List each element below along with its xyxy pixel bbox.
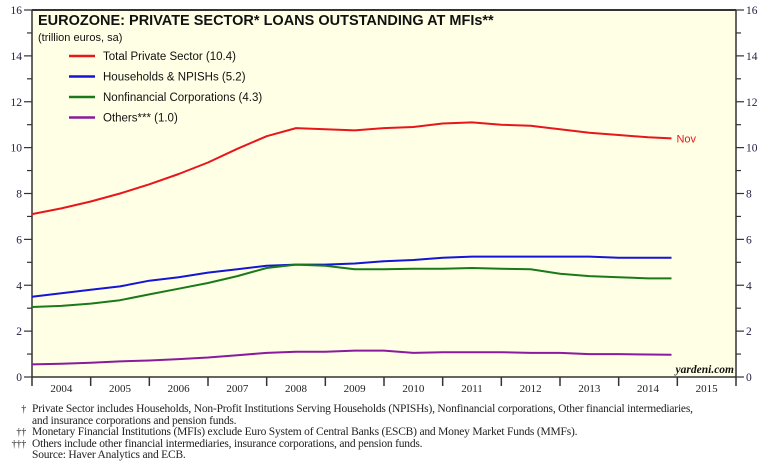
footnote-mark: ††† [11,438,27,450]
y-tick-label-left: 14 [11,51,23,63]
y-tick-label-left: 2 [16,326,22,338]
line-chart: 0 0 2 2 4 4 6 6 8 8 10 10 12 12 14 14 16 16 2004 2005 2006 20… [11,5,758,395]
footnote-mark: † [21,404,26,415]
x-tick-label: 2012 [520,383,542,395]
footnote: and insurance corporations and pension f… [0,414,770,428]
footnote-text: Monetary Financial Institutions (MFIs) e… [32,426,578,438]
y-tick-label-right: 2 [746,326,752,338]
series-line-3 [31,349,672,366]
x-tick-label: 2010 [402,383,425,395]
x-tick-label: 2011 [461,383,483,395]
x-tick-label: 2004 [50,383,73,395]
y-tick-label-right: 10 [746,143,758,155]
x-tick-label: 2006 [168,383,191,395]
x-tick-label: 2005 [109,383,132,395]
footnote: Source: Haver Analytics and ECB. [0,449,770,462]
y-tick-label-right: 14 [746,51,758,63]
y-tick-label-right: 16 [746,5,758,17]
chart-subtitle: (trillion euros, sa) [38,32,122,44]
chart-title: EUROZONE: PRIVATE SECTOR* LOANS OUTSTAND… [38,13,494,29]
footnote: ††† Others include other financial interm… [0,437,770,451]
legend-label: Total Private Sector (10.4) [103,51,236,63]
series-layer [31,121,672,366]
y-tick-label-left: 0 [16,372,22,384]
y-tick-label-left: 4 [16,280,22,292]
footnote-text: Private Sector includes Households, Non-… [32,403,693,415]
footnote-mark: †† [16,427,26,438]
series-line-2 [31,263,672,308]
legend: Total Private Sector (10.4) Households & … [69,51,262,125]
series-line-0 [31,121,672,216]
series-line-1 [31,255,672,298]
y-tick-label-right: 12 [746,97,758,109]
footnote-text: and insurance corporations and pension f… [32,414,237,427]
y-tick-label-right: 6 [746,234,752,246]
y-tick-label-right: 4 [746,280,752,292]
y-tick-label-left: 10 [11,143,23,155]
y-tick-label-left: 6 [16,234,22,246]
footnote-text: Others include other financial intermedi… [32,437,423,450]
y-tick-label-left: 16 [11,5,23,17]
x-tick-label: 2008 [285,383,308,395]
footnote: †† Monetary Financial Institutions (MFIs)… [0,426,770,439]
end-annotation: Nov [676,133,696,145]
y-tick-label-left: 12 [11,97,23,109]
y-tick-label-left: 8 [16,189,22,201]
x-tick-label: 2007 [226,383,249,395]
footnote: † Private Sector includes Households, Non… [0,403,770,416]
x-tick-label: 2013 [578,383,601,395]
x-tick-label: 2014 [637,383,660,395]
y-tick-label-right: 8 [746,189,752,201]
legend-label: Nonfinancial Corporations (4.3) [103,92,262,104]
plot-area [32,10,736,377]
footnote-text: Source: Haver Analytics and ECB. [32,449,186,461]
footnotes: † Private Sector includes Households, Non… [0,403,770,462]
legend-label: Households & NPISHs (5.2) [103,72,246,84]
x-tick-label: 2015 [696,383,719,395]
watermark: yardeni.com [674,364,735,376]
legend-label: Others*** (1.0) [103,113,178,125]
x-tick-label: 2009 [344,383,367,395]
axes: 0 0 2 2 4 4 6 6 8 8 10 10 12 12 14 14 16 16 2004 2005 2006 20… [11,5,758,395]
y-tick-label-right: 0 [746,372,752,384]
